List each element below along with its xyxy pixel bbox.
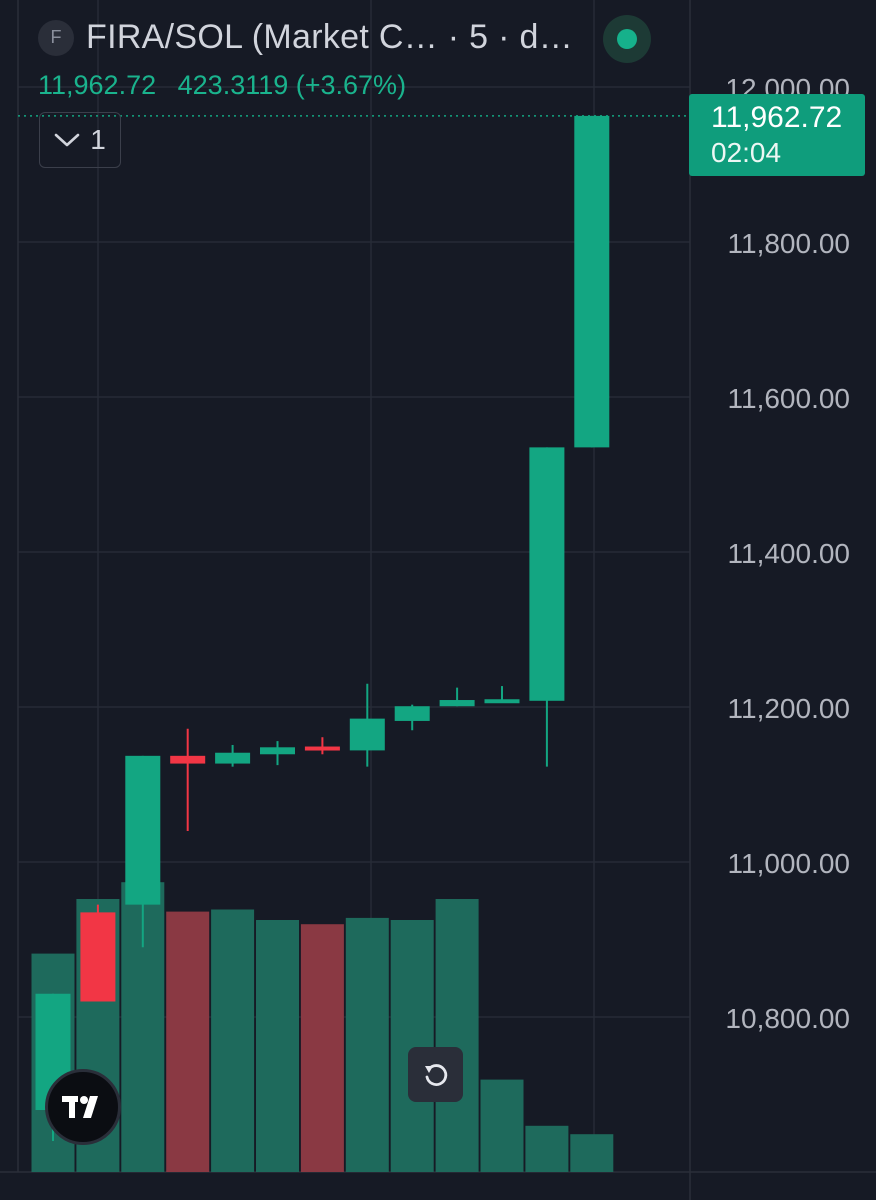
volume-bar [390, 920, 434, 1172]
candle-body [80, 912, 116, 1002]
candle-body [439, 700, 475, 707]
price-tag-value: 11,962.72 [711, 101, 843, 134]
bar-countdown: 02:04 [711, 137, 782, 168]
volume-bar [345, 917, 389, 1172]
volume-bar [480, 1079, 524, 1172]
price-tick-label: 11,200.00 [728, 693, 851, 724]
price-change-value: 423.3119 (+3.67%) [177, 70, 407, 100]
last-price-value: 11,962.72 [38, 70, 157, 100]
last-price-label: 11,962.72 02:04 [689, 94, 865, 176]
candle-body [304, 746, 340, 751]
price-tick-label: 11,600.00 [728, 383, 851, 414]
tradingview-logo[interactable] [45, 1069, 121, 1145]
rotate-ccw-icon [424, 1063, 447, 1086]
candle-body [529, 447, 565, 701]
candle-body [349, 718, 385, 751]
candlesticks [35, 115, 610, 1141]
chevron-down-icon [54, 133, 80, 147]
volume-bar [256, 920, 299, 1172]
status-dot-icon [617, 29, 637, 49]
candle-body [260, 747, 295, 755]
indicator-count: 1 [90, 124, 106, 155]
symbol-logo: F [38, 19, 74, 56]
candle-body [215, 752, 251, 764]
volume-bar [435, 899, 479, 1172]
volume-bar [211, 909, 255, 1172]
quote-line: 11,962.72 423.3119 (+3.67%) [38, 70, 420, 101]
price-tick-label: 11,800.00 [728, 228, 851, 259]
price-tick-label: 11,000.00 [728, 848, 851, 879]
volume-bar [570, 1134, 614, 1172]
price-tick-label: 11,400.00 [728, 538, 851, 569]
candle-body [394, 706, 430, 721]
volume-bar [166, 911, 210, 1172]
symbol-header[interactable]: F FIRA/SOL (Market C… · 5 · d… [38, 18, 573, 57]
indicators-collapse-button[interactable]: 1 [39, 112, 121, 168]
symbol-title[interactable]: FIRA/SOL (Market C… · 5 · d… [86, 18, 573, 56]
candle-body [125, 755, 161, 905]
candle-body [484, 699, 520, 704]
market-status-indicator[interactable] [603, 15, 651, 63]
volume-bar [525, 1125, 569, 1172]
price-axis[interactable]: 12,000.0011,800.0011,600.0011,400.0011,2… [725, 73, 850, 1034]
reset-chart-button[interactable] [408, 1047, 463, 1102]
price-tick-label: 10,800.00 [725, 1003, 850, 1034]
candle-body [170, 755, 206, 764]
volume-bar [300, 924, 344, 1172]
candle-body [574, 115, 610, 448]
tradingview-logo-icon [62, 1096, 98, 1118]
